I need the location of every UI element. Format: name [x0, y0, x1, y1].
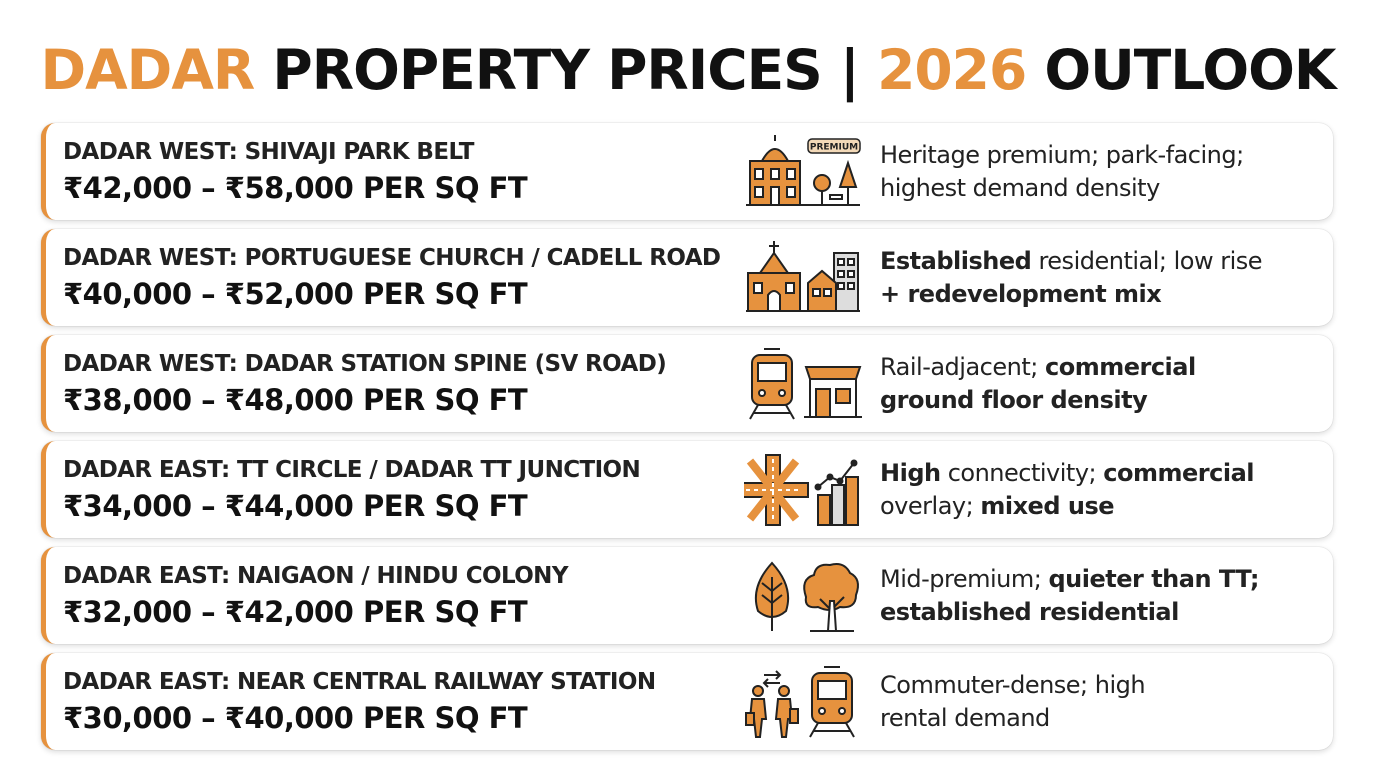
price-range: ₹42,000 – ₹58,000 PER SQ FT — [63, 171, 528, 205]
description-line-2: established residential — [880, 598, 1179, 626]
area-name: DADAR EAST: NAIGAON / HINDU COLONY — [63, 563, 568, 589]
price-card-station-spine: DADAR WEST: DADAR STATION SPINE (SV ROAD… — [41, 335, 1333, 432]
price-card-portuguese-church: DADAR WEST: PORTUGUESE CHURCH / CADELL R… — [41, 229, 1333, 326]
price-card-naigaon: DADAR EAST: NAIGAON / HINDU COLONY ₹32,0… — [41, 547, 1333, 644]
title-part-year: 2026 — [877, 38, 1027, 102]
price-range: ₹30,000 – ₹40,000 PER SQ FT — [63, 701, 528, 735]
heritage-building-icon: PREMIUM — [744, 133, 864, 211]
price-list: DADAR WEST: SHIVAJI PARK BELT ₹42,000 – … — [41, 123, 1333, 759]
page-title: DADAR PROPERTY PRICES | 2026 OUTLOOK — [0, 30, 1376, 110]
price-range: ₹34,000 – ₹44,000 PER SQ FT — [63, 489, 528, 523]
description-line-1: Mid-premium; quieter than TT; — [880, 565, 1259, 593]
area-name: DADAR EAST: TT CIRCLE / DADAR TT JUNCTIO… — [63, 457, 641, 483]
area-description: Mid-premium; quieter than TT; establishe… — [880, 563, 1320, 629]
description-line-2: overlay; mixed use — [880, 492, 1115, 520]
description-line-1: Rail-adjacent; commercial — [880, 353, 1196, 381]
description-line-2: ground floor density — [880, 386, 1148, 414]
premium-badge: PREMIUM — [810, 143, 858, 153]
description-line-1: Commuter-dense; high — [880, 671, 1146, 699]
area-name: DADAR WEST: PORTUGUESE CHURCH / CADELL R… — [63, 245, 721, 271]
price-range: ₹40,000 – ₹52,000 PER SQ FT — [63, 277, 528, 311]
area-description: Established residential; low rise + rede… — [880, 245, 1320, 311]
commuters-icon — [744, 663, 864, 741]
price-card-central-railway: DADAR EAST: NEAR CENTRAL RAILWAY STATION… — [41, 653, 1333, 750]
description-line-1: Established residential; low rise — [880, 247, 1263, 275]
area-description: High connectivity; commercial overlay; m… — [880, 457, 1320, 523]
title-part-dadar: DADAR — [40, 38, 255, 102]
leaf-icon — [744, 557, 864, 635]
title-part-property-prices: PROPERTY PRICES | — [272, 38, 860, 102]
description-line-2: rental demand — [880, 704, 1050, 732]
road-junction-icon — [744, 451, 864, 529]
church-icon — [744, 239, 864, 317]
area-name: DADAR WEST: DADAR STATION SPINE (SV ROAD… — [63, 351, 667, 377]
price-card-tt-circle: DADAR EAST: TT CIRCLE / DADAR TT JUNCTIO… — [41, 441, 1333, 538]
train-icon — [744, 345, 864, 423]
area-description: Heritage premium; park-facing; highest d… — [880, 139, 1320, 205]
description-line-1: High connectivity; commercial — [880, 459, 1254, 487]
price-range: ₹32,000 – ₹42,000 PER SQ FT — [63, 595, 528, 629]
area-description: Commuter-dense; high rental demand — [880, 669, 1320, 735]
description-line-2: + redevelopment mix — [880, 280, 1162, 308]
area-description: Rail-adjacent; commercial ground floor d… — [880, 351, 1320, 417]
area-name: DADAR WEST: SHIVAJI PARK BELT — [63, 139, 474, 165]
title-part-outlook: OUTLOOK — [1044, 38, 1336, 102]
description-line-2: highest demand density — [880, 174, 1160, 202]
price-range: ₹38,000 – ₹48,000 PER SQ FT — [63, 383, 528, 417]
description-line-1: Heritage premium; park-facing; — [880, 141, 1244, 169]
price-card-shivaji-park: DADAR WEST: SHIVAJI PARK BELT ₹42,000 – … — [41, 123, 1333, 220]
area-name: DADAR EAST: NEAR CENTRAL RAILWAY STATION — [63, 669, 656, 695]
